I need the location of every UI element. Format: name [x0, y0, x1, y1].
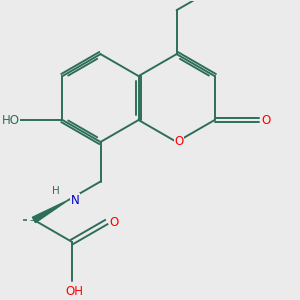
Text: OH: OH [65, 285, 83, 298]
Polygon shape [32, 200, 68, 223]
Text: H: H [52, 185, 60, 196]
Text: O: O [174, 136, 183, 148]
Text: O: O [262, 113, 271, 127]
Text: O: O [110, 216, 119, 229]
Text: HO: HO [2, 113, 20, 127]
Text: N: N [70, 194, 79, 207]
